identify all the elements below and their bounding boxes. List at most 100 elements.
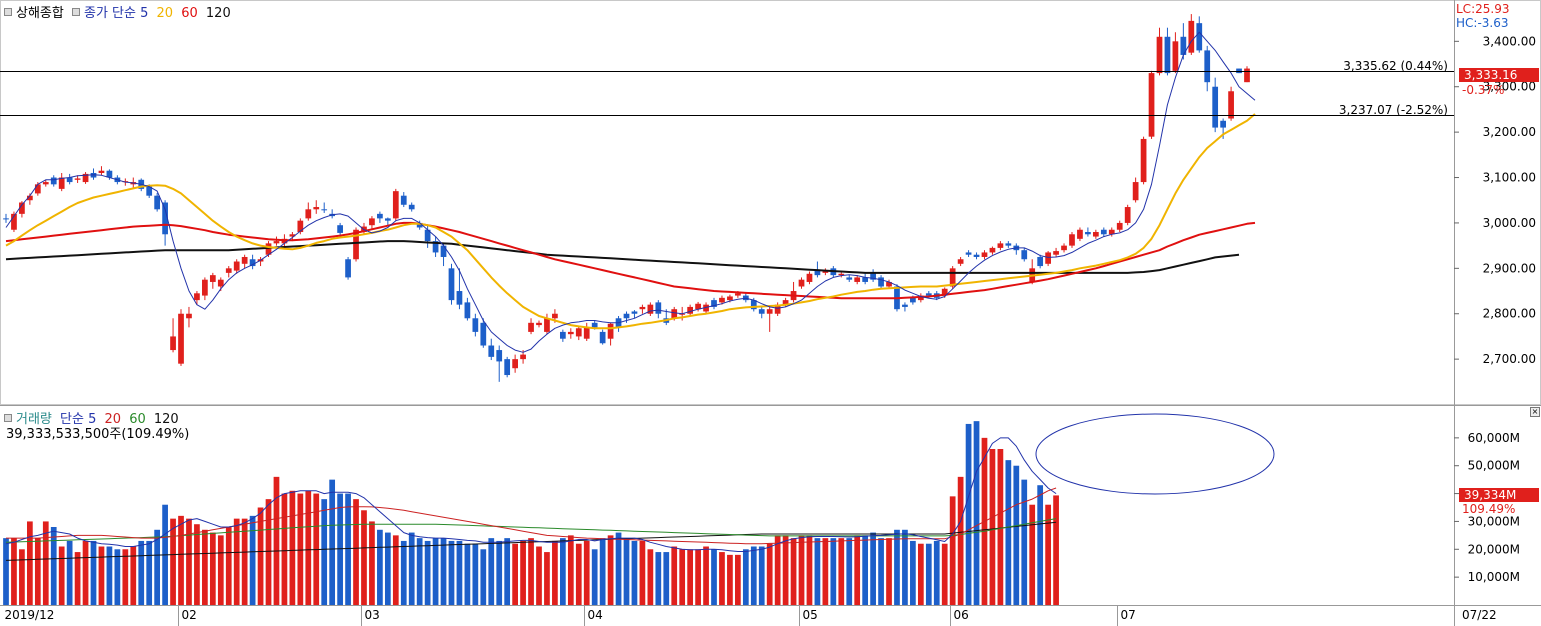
volume-bar	[735, 554, 741, 605]
volume-bar	[106, 546, 113, 605]
volume-bar	[448, 540, 455, 605]
candle-body	[472, 318, 479, 332]
candle-body	[957, 259, 964, 264]
candle-body	[973, 254, 980, 257]
candle-body	[241, 256, 248, 264]
candle-body	[766, 309, 773, 314]
candle-body	[599, 331, 606, 344]
volume-bar	[575, 543, 582, 605]
volume-bar	[480, 549, 487, 605]
volume-bar	[949, 496, 956, 605]
candle-body	[512, 359, 518, 369]
volume-bar	[798, 535, 805, 605]
volume-bar	[655, 552, 662, 605]
ma-settings-icon[interactable]	[71, 8, 80, 16]
volume-bar	[703, 546, 709, 605]
candle-body	[66, 177, 73, 183]
candle-body	[822, 270, 829, 273]
volume-bar	[82, 540, 89, 605]
price-ma5-line	[5, 31, 1256, 353]
candle-body	[369, 218, 375, 226]
candle-body	[1228, 91, 1234, 119]
volume-bar	[854, 535, 861, 605]
candle-body	[631, 311, 638, 314]
volume-ma120-legend: 120	[153, 412, 179, 427]
candle-body	[1021, 250, 1028, 260]
panel-menu-icon[interactable]	[4, 8, 12, 16]
volume-bar	[615, 532, 622, 605]
volume-bar	[607, 535, 614, 605]
month-label: 07	[1121, 608, 1136, 622]
volume-ma5-line	[5, 437, 1057, 552]
volume-ma60-legend: 60	[129, 412, 146, 427]
volume-bar	[639, 540, 646, 605]
candle-body	[1037, 256, 1044, 267]
volume-bar	[552, 540, 558, 605]
candle-body	[194, 293, 200, 301]
volume-bar	[957, 476, 964, 605]
volume-bar	[846, 538, 853, 605]
volume-bar	[1029, 504, 1036, 605]
volume-ma-label: 단순	[60, 412, 84, 427]
month-label: 2019/12	[5, 608, 55, 622]
volume-bar	[591, 549, 598, 605]
candle-body	[384, 218, 391, 221]
volume-menu-icon[interactable]	[4, 414, 12, 422]
candle-body	[424, 229, 431, 242]
volume-tick-label: 10,000M	[1468, 570, 1520, 584]
volume-bar	[424, 540, 431, 605]
volume-bar	[750, 546, 757, 605]
candle-body	[456, 291, 463, 305]
candle-body	[623, 313, 630, 319]
price-tick-label: 2,800.00	[1483, 307, 1536, 321]
price-tick-label: 3,200.00	[1483, 125, 1536, 139]
candle-body	[862, 277, 869, 282]
candle-body	[321, 209, 328, 211]
volume-bar	[806, 535, 813, 605]
volume-bar	[719, 552, 725, 605]
month-label: 03	[365, 608, 380, 622]
candle-body	[1061, 245, 1067, 251]
candle-body	[488, 345, 495, 357]
volume-bar	[544, 552, 550, 605]
volume-bar	[392, 535, 399, 605]
month-label: 06	[954, 608, 969, 622]
price-tick-label: 3,100.00	[1483, 171, 1536, 185]
candle-body	[591, 322, 598, 328]
volume-panel-close-icon[interactable]: ×	[1530, 407, 1540, 417]
volume-bar	[217, 535, 224, 605]
index-title: 상해종합	[16, 6, 64, 21]
volume-bar	[42, 521, 49, 605]
candle-body	[297, 220, 304, 233]
volume-bar	[536, 546, 542, 605]
candle-body	[854, 277, 861, 282]
candle-body	[1077, 229, 1083, 239]
current-volume-label: 39,334M	[1464, 488, 1516, 502]
volume-bar	[862, 535, 869, 605]
volume-bar	[337, 493, 343, 605]
current-change-label: -0.37%	[1462, 83, 1504, 97]
volume-bar	[910, 540, 916, 605]
volume-bar	[202, 529, 208, 605]
volume-bar	[154, 529, 161, 605]
candle-body	[981, 252, 988, 257]
volume-bar	[90, 540, 97, 605]
lc-label: LC:25.93	[1456, 2, 1509, 16]
candle-body	[1188, 20, 1195, 53]
volume-bar	[186, 518, 192, 605]
price-ma120-line	[5, 240, 1240, 274]
candle-body	[249, 259, 256, 267]
volume-bar	[727, 554, 733, 605]
volume-bar	[58, 546, 65, 605]
volume-ma120-line	[5, 521, 1057, 561]
candle-body	[42, 182, 49, 185]
volume-bar	[249, 515, 256, 605]
candle-body	[106, 170, 113, 178]
candle-body	[798, 279, 805, 287]
candle-body	[464, 302, 471, 319]
candle-body	[504, 359, 511, 376]
candle-body	[313, 207, 320, 210]
candle-body	[750, 300, 757, 310]
volume-bar	[742, 549, 749, 605]
volume-bar	[408, 532, 415, 605]
